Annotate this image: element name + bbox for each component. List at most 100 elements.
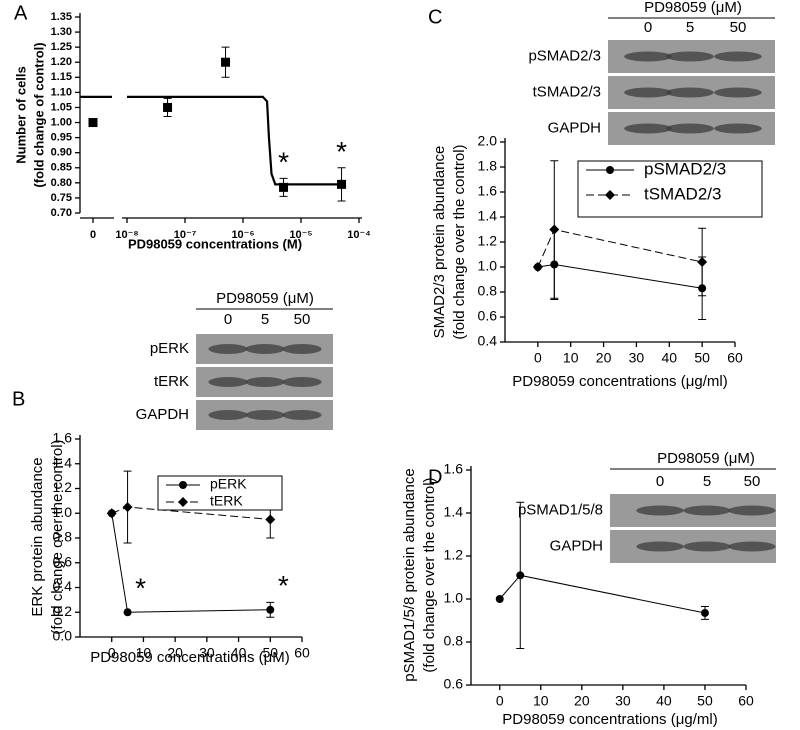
legend-label: pERK xyxy=(210,476,247,492)
x-tick-label: 30 xyxy=(199,645,215,661)
legend-marker xyxy=(179,481,187,489)
y-tick-label: 1.2 xyxy=(53,479,73,495)
blot-band xyxy=(636,541,684,552)
series-line xyxy=(537,228,703,268)
blot-band xyxy=(624,87,672,98)
y-tick-label: 1.20 xyxy=(51,56,72,68)
blot-row-label: GAPDH xyxy=(548,119,601,136)
data-point xyxy=(106,508,117,519)
y-tick-label: 0.2 xyxy=(53,603,73,619)
legend-marker xyxy=(605,190,615,200)
blot-band xyxy=(282,377,322,387)
lane-label: 0 xyxy=(224,311,232,328)
blot-band xyxy=(683,541,731,552)
y-tick-label: 0.8 xyxy=(53,529,73,545)
legend-marker xyxy=(606,166,614,174)
data-point xyxy=(700,608,709,617)
y-tick-label: 0.95 xyxy=(51,132,72,144)
blot-band xyxy=(208,410,248,420)
data-point xyxy=(697,257,708,267)
blot-band xyxy=(714,87,762,98)
blot-row-label: pSMAD2/3 xyxy=(528,47,601,64)
x-tick-label: 50 xyxy=(697,693,713,709)
y-axis-title: SMAD2/3 protein abundance xyxy=(431,146,448,339)
y-tick-label: 1.4 xyxy=(444,504,464,520)
lane-label: 0 xyxy=(656,473,664,490)
x-tick-label: 0 xyxy=(108,645,116,661)
data-point xyxy=(532,262,543,272)
x-tick-label: 60 xyxy=(294,645,310,661)
y-tick-label: 0.8 xyxy=(444,633,464,649)
data-point xyxy=(549,224,560,235)
blot-band xyxy=(666,51,714,62)
data-point xyxy=(163,102,173,112)
y-tick-label: 1.30 xyxy=(51,26,72,38)
blot-band xyxy=(282,344,322,354)
panel-letter: D xyxy=(428,466,442,488)
blot-band xyxy=(714,123,762,134)
y-tick-label: 0.90 xyxy=(51,147,72,159)
data-point xyxy=(265,514,276,525)
y-tick-label: 2.0 xyxy=(478,133,498,149)
y-tick-label: 1.0 xyxy=(53,504,73,520)
blot-band xyxy=(245,344,285,354)
data-point xyxy=(279,182,289,192)
data-point xyxy=(221,57,231,67)
blot-title: PD98059 (μM) xyxy=(644,0,742,16)
y-tick-label: 0.0 xyxy=(53,628,73,644)
lane-label: 5 xyxy=(703,473,711,490)
legend-label: tERK xyxy=(210,493,243,509)
x-tick-label: 40 xyxy=(656,693,672,709)
x-tick-label: 20 xyxy=(574,693,590,709)
blot-row-label: pSMAD1/5/8 xyxy=(518,501,603,518)
y-tick-label: 0.75 xyxy=(51,192,72,204)
blot-band xyxy=(624,123,672,134)
blot-band xyxy=(666,123,714,134)
x-tick-label: 30 xyxy=(629,350,645,366)
x-axis-title: PD98059 concentrations (μM) xyxy=(90,649,290,666)
blot-row-label: pERK xyxy=(150,340,189,357)
x-tick-label: 60 xyxy=(727,350,743,366)
data-point xyxy=(495,595,504,603)
panel-letter: A xyxy=(14,2,28,24)
y-axis-title: Number of cells xyxy=(13,66,28,164)
blot-band xyxy=(208,344,248,354)
blot-band xyxy=(714,51,762,62)
blot-band xyxy=(245,377,285,387)
lane-label: 5 xyxy=(261,311,269,328)
blot-band xyxy=(245,410,285,420)
significance-mark: * xyxy=(278,147,289,178)
x-tick-label: 50 xyxy=(262,645,278,661)
x-tick-label: 40 xyxy=(231,645,247,661)
x-tick-label: 10⁻⁵ xyxy=(289,229,312,241)
data-point xyxy=(266,605,275,614)
blot-row-label: tERK xyxy=(154,373,189,390)
x-tick-label: 0 xyxy=(90,229,96,241)
y-tick-label: 1.2 xyxy=(478,233,498,249)
blot-band xyxy=(728,541,776,552)
y-tick-label: 1.25 xyxy=(51,41,72,53)
y-tick-label: 0.6 xyxy=(478,308,498,324)
y-tick-label: 1.2 xyxy=(444,547,464,563)
x-tick-label: 10 xyxy=(136,645,152,661)
lane-label: 50 xyxy=(730,19,747,36)
y-tick-label: 1.4 xyxy=(478,208,498,224)
legend-marker xyxy=(178,497,188,507)
y-tick-label: 1.4 xyxy=(53,454,73,470)
blot-row-label: GAPDH xyxy=(136,406,189,423)
blot-band xyxy=(683,505,731,516)
panel-letter: C xyxy=(428,6,442,28)
blot-band xyxy=(636,505,684,516)
panel-letter: B xyxy=(12,388,25,410)
legend-label: pSMAD2/3 xyxy=(644,159,726,178)
x-tick-label: 40 xyxy=(661,350,677,366)
x-tick-label: 60 xyxy=(738,693,754,709)
lane-label: 0 xyxy=(644,19,652,36)
y-tick-label: 1.6 xyxy=(53,430,73,446)
x-tick-label: 20 xyxy=(167,645,183,661)
y-tick-label: 0.80 xyxy=(51,177,72,189)
x-axis-title: PD98059 concentrations (M) xyxy=(128,236,302,251)
significance-mark: * xyxy=(278,570,289,601)
significance-mark: * xyxy=(135,573,146,604)
x-tick-label: 30 xyxy=(615,693,631,709)
